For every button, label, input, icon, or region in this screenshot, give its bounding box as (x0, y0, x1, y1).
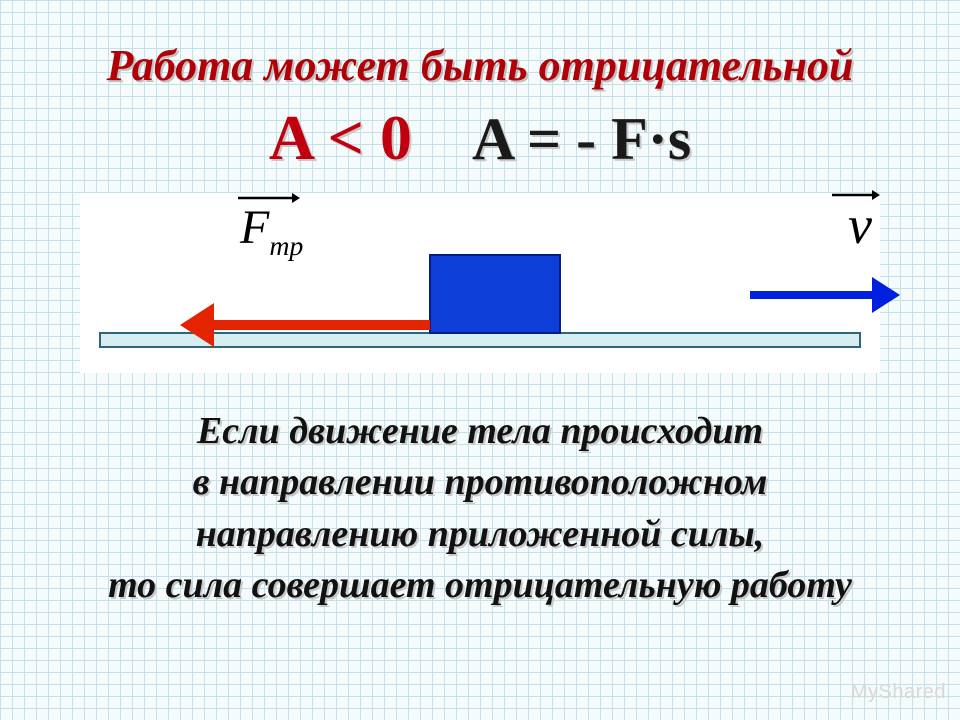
formula-row: A < 0 A = - F·s (30, 101, 930, 175)
watermark: MyShared (851, 681, 946, 704)
page-title: Работа может быть отрицательной (30, 40, 930, 91)
slide-content: Работа может быть отрицательной A < 0 A … (0, 0, 960, 720)
line-1: Если движение тела происходит (197, 410, 763, 452)
condition-text: A < 0 (269, 101, 412, 175)
svg-text:v: v (848, 195, 872, 255)
line-2: в направлении противоположном (193, 461, 768, 503)
description-text: Если движение тела происходит в направле… (30, 406, 930, 611)
formula-text: A = - F·s (472, 105, 691, 174)
line-3: направлению приложенной силы, (196, 513, 765, 555)
force-diagram: Fmpv (40, 183, 920, 388)
diagram-svg: Fmpv (40, 183, 920, 383)
line-4: то сила совершает отрицательную работу (108, 564, 852, 606)
